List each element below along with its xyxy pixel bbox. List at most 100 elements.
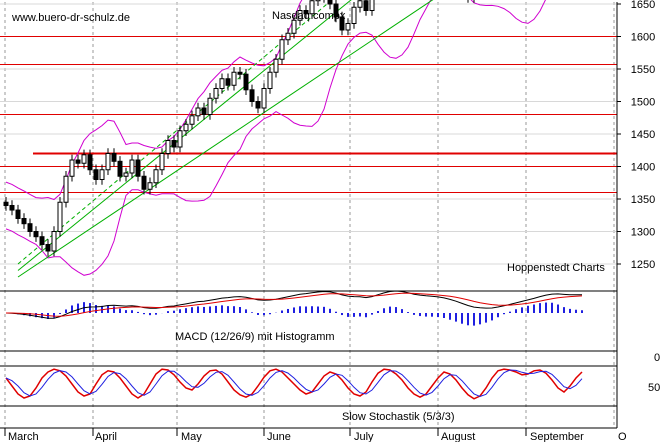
month-label: April xyxy=(95,431,117,442)
horizontal-levels xyxy=(0,36,617,193)
candle-body xyxy=(345,23,351,31)
candle-body xyxy=(111,153,117,162)
candle-body xyxy=(69,159,75,177)
candle-body xyxy=(129,159,135,174)
candle-body xyxy=(57,201,63,232)
month-label: May xyxy=(181,431,202,442)
candle-body xyxy=(171,140,177,148)
trendline xyxy=(17,0,434,278)
candle-body xyxy=(225,78,231,86)
watermark: www.buero-dr-schulz.de xyxy=(11,12,130,24)
stochastic-label: Slow Stochastik (5/3/3) xyxy=(342,411,455,423)
y-tick-label: 1250 xyxy=(631,259,655,271)
candle-body xyxy=(237,71,243,75)
candle-body xyxy=(309,0,315,15)
candle-body xyxy=(51,231,57,252)
candle-body xyxy=(297,10,303,21)
y-tick-label: 1300 xyxy=(631,227,655,239)
candle-body xyxy=(75,159,81,164)
candle-body xyxy=(159,153,165,171)
y-axis: 1250130013501400145015001550160016501700… xyxy=(617,0,655,271)
candle-body xyxy=(291,19,297,34)
candle-body xyxy=(279,39,285,60)
candle-body xyxy=(27,223,33,232)
candle-body xyxy=(93,169,99,180)
candle-body xyxy=(219,78,225,89)
candle-body xyxy=(141,175,147,190)
stochastic-panel xyxy=(0,365,617,407)
y-tick-label: 1550 xyxy=(631,64,655,76)
stochastic-k-line xyxy=(5,368,583,400)
candle-body xyxy=(99,169,105,180)
candle-body xyxy=(339,16,345,31)
macd-signal-line xyxy=(6,292,583,317)
candle-body xyxy=(213,88,219,99)
candle-body xyxy=(147,182,153,190)
candle-body xyxy=(9,205,15,211)
trendline xyxy=(17,0,333,265)
trendlines xyxy=(17,0,434,278)
candle-body xyxy=(105,153,111,171)
candle-body xyxy=(327,0,333,5)
candle-body xyxy=(231,71,237,86)
candle-body xyxy=(195,107,201,117)
candle-body xyxy=(207,97,213,115)
candle-body xyxy=(369,0,375,11)
candle-body xyxy=(63,175,69,203)
candle-body xyxy=(363,0,369,11)
y-tick-label: 1400 xyxy=(631,162,655,174)
macd-label: MACD (12/26/9) mit Histogramm xyxy=(175,331,335,343)
macd-panel xyxy=(0,290,617,352)
candle-body xyxy=(189,115,195,125)
candle-body xyxy=(249,89,255,103)
x-axis: March April May June July August September O xyxy=(4,428,627,442)
candle-body xyxy=(351,6,357,24)
candle-body xyxy=(81,154,87,164)
lower-band xyxy=(5,0,546,276)
partial-month-label: O xyxy=(618,431,627,442)
candle-body xyxy=(273,58,279,73)
month-label: August xyxy=(441,431,475,442)
y-tick-label: 1650 xyxy=(631,0,655,11)
month-label: March xyxy=(8,431,39,442)
candle-body xyxy=(33,231,39,238)
y-tick-label: 1450 xyxy=(631,129,655,141)
candle-body xyxy=(267,71,273,89)
candle-body xyxy=(117,160,123,177)
y-tick-label: 1500 xyxy=(631,97,655,109)
price-candles xyxy=(3,0,475,257)
candle-body xyxy=(285,32,291,41)
month-label: September xyxy=(530,431,584,442)
y-tick-label: 1350 xyxy=(631,194,655,206)
stochastic-d-line xyxy=(5,369,583,398)
candle-body xyxy=(303,10,309,15)
y-tick-label: 1600 xyxy=(631,32,655,44)
candle-body xyxy=(357,0,363,8)
macd-zero-label: 0 xyxy=(654,352,660,364)
macd-line xyxy=(5,290,583,319)
candle-body xyxy=(315,0,321,2)
candle-body xyxy=(87,154,93,171)
candle-body xyxy=(39,236,45,245)
month-label: July xyxy=(354,431,374,442)
candle-body xyxy=(153,169,159,184)
candle-body xyxy=(243,73,249,91)
month-label: June xyxy=(267,431,291,442)
candle-body xyxy=(135,159,141,177)
trendline xyxy=(17,0,352,271)
candle-body xyxy=(261,88,267,109)
candle-body xyxy=(123,172,129,177)
candle-body xyxy=(15,209,21,220)
candle-body xyxy=(183,123,189,132)
candle-body xyxy=(21,218,27,225)
candle-body xyxy=(255,101,261,109)
grid xyxy=(0,2,617,428)
candle-body xyxy=(201,107,207,115)
candle-body xyxy=(45,244,51,252)
candle-body xyxy=(177,130,183,148)
candle-body xyxy=(3,201,9,206)
chart-title: Nasdaq compx xyxy=(272,10,346,22)
candle-body xyxy=(165,140,171,154)
stochastic-50-label: 50 xyxy=(648,382,660,394)
